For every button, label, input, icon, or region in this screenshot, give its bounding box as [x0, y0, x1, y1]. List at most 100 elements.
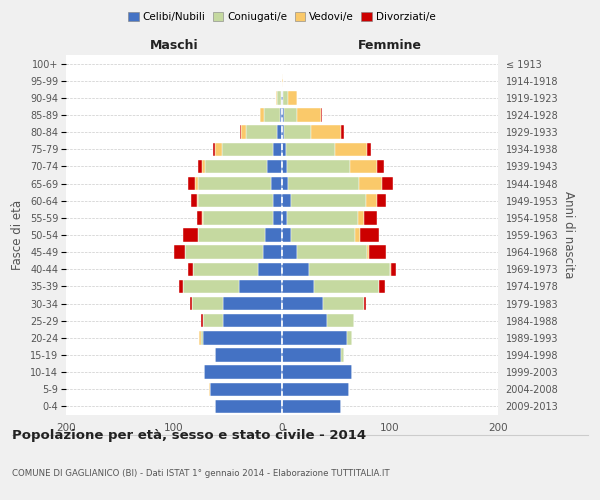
Bar: [379, 280, 385, 293]
Bar: [197, 211, 202, 224]
Bar: [347, 331, 352, 344]
Bar: [240, 126, 241, 139]
Bar: [281, 91, 282, 104]
Bar: [182, 280, 239, 293]
Bar: [282, 142, 286, 156]
Bar: [297, 108, 321, 122]
Bar: [198, 228, 265, 241]
Bar: [360, 228, 379, 241]
Bar: [341, 348, 344, 362]
Legend: Celibi/Nubili, Coniugati/e, Vedovi/e, Divorziati/e: Celibi/Nubili, Coniugati/e, Vedovi/e, Di…: [124, 8, 440, 26]
Bar: [223, 297, 282, 310]
Text: Popolazione per età, sesso e stato civile - 2014: Popolazione per età, sesso e stato civil…: [12, 430, 366, 442]
Bar: [274, 211, 282, 224]
Bar: [283, 91, 289, 104]
Bar: [328, 314, 355, 328]
Bar: [203, 211, 274, 224]
Bar: [190, 297, 193, 310]
Bar: [282, 74, 283, 88]
Bar: [204, 366, 282, 379]
Bar: [287, 160, 350, 173]
Bar: [358, 211, 364, 224]
Bar: [290, 194, 366, 207]
Bar: [341, 126, 344, 139]
Bar: [191, 194, 197, 207]
Bar: [241, 126, 247, 139]
Bar: [209, 382, 282, 396]
Bar: [185, 246, 263, 259]
Bar: [203, 314, 223, 328]
Bar: [282, 382, 349, 396]
Bar: [282, 126, 284, 139]
Bar: [282, 228, 290, 241]
Bar: [193, 297, 223, 310]
Bar: [290, 228, 355, 241]
Bar: [297, 246, 367, 259]
Bar: [366, 194, 377, 207]
Bar: [282, 366, 352, 379]
Bar: [267, 160, 282, 173]
Bar: [198, 194, 274, 207]
Bar: [274, 194, 282, 207]
Bar: [193, 262, 258, 276]
Bar: [367, 246, 370, 259]
Bar: [247, 126, 277, 139]
Bar: [188, 177, 194, 190]
Bar: [350, 160, 377, 173]
Bar: [215, 142, 221, 156]
Bar: [239, 280, 282, 293]
Bar: [282, 400, 341, 413]
Bar: [277, 91, 281, 104]
Bar: [377, 194, 386, 207]
Bar: [282, 160, 287, 173]
Bar: [323, 297, 364, 310]
Bar: [265, 228, 282, 241]
Bar: [282, 331, 347, 344]
Bar: [286, 142, 335, 156]
Bar: [213, 142, 215, 156]
Bar: [282, 246, 297, 259]
Bar: [287, 211, 358, 224]
Bar: [390, 262, 391, 276]
Bar: [284, 108, 297, 122]
Bar: [335, 142, 367, 156]
Bar: [282, 108, 284, 122]
Bar: [289, 91, 297, 104]
Bar: [289, 177, 359, 190]
Bar: [215, 400, 282, 413]
Y-axis label: Anni di nascita: Anni di nascita: [562, 192, 575, 278]
Bar: [202, 211, 203, 224]
Bar: [370, 246, 386, 259]
Bar: [321, 108, 322, 122]
Bar: [282, 211, 287, 224]
Bar: [282, 348, 341, 362]
Bar: [263, 108, 280, 122]
Text: COMUNE DI GAGLIANICO (BI) - Dati ISTAT 1° gennaio 2014 - Elaborazione TUTTITALIA: COMUNE DI GAGLIANICO (BI) - Dati ISTAT 1…: [12, 468, 389, 477]
Bar: [201, 314, 203, 328]
Bar: [355, 228, 360, 241]
Bar: [377, 160, 383, 173]
Bar: [271, 177, 282, 190]
Bar: [277, 126, 282, 139]
Bar: [282, 280, 314, 293]
Bar: [201, 331, 203, 344]
Bar: [282, 194, 290, 207]
Bar: [223, 314, 282, 328]
Bar: [202, 160, 205, 173]
Bar: [364, 297, 366, 310]
Bar: [282, 314, 328, 328]
Bar: [203, 331, 282, 344]
Bar: [179, 280, 182, 293]
Bar: [188, 262, 193, 276]
Bar: [221, 142, 274, 156]
Bar: [311, 126, 341, 139]
Bar: [182, 228, 198, 241]
Bar: [215, 348, 282, 362]
Bar: [282, 177, 289, 190]
Y-axis label: Fasce di età: Fasce di età: [11, 200, 25, 270]
Bar: [198, 177, 271, 190]
Bar: [391, 262, 397, 276]
Bar: [359, 177, 382, 190]
Bar: [263, 246, 282, 259]
Bar: [198, 160, 202, 173]
